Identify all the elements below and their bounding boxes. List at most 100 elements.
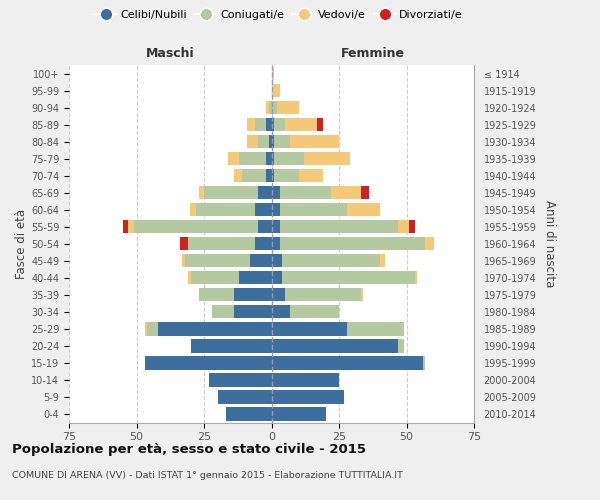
Bar	[271, 322, 347, 336]
Bar	[196, 203, 256, 216]
Bar	[188, 271, 191, 284]
Bar	[271, 305, 290, 318]
Text: Femmine: Femmine	[341, 47, 405, 60]
Bar	[425, 237, 433, 250]
Bar	[258, 186, 271, 200]
Bar	[361, 186, 369, 200]
Bar	[361, 288, 364, 302]
Bar	[285, 118, 317, 131]
Bar	[271, 390, 344, 404]
Bar	[271, 408, 325, 420]
Bar	[274, 135, 290, 148]
Bar	[283, 271, 415, 284]
Bar	[271, 118, 274, 131]
Bar	[271, 135, 274, 148]
Bar	[239, 152, 266, 166]
Legend: Celibi/Nubili, Coniugati/e, Vedovi/e, Divorziati/e: Celibi/Nubili, Coniugati/e, Vedovi/e, Di…	[91, 6, 467, 25]
Bar	[280, 237, 425, 250]
Bar	[190, 203, 196, 216]
Bar	[271, 254, 283, 268]
Bar	[123, 220, 128, 234]
Bar	[128, 220, 134, 234]
Bar	[274, 118, 285, 131]
Bar	[271, 186, 280, 200]
Bar	[398, 340, 404, 352]
Bar	[274, 152, 304, 166]
Bar	[415, 271, 418, 284]
Bar	[199, 186, 204, 200]
Bar	[409, 220, 415, 234]
Bar	[258, 135, 269, 148]
Bar	[204, 186, 258, 200]
Bar	[280, 220, 398, 234]
Bar	[228, 152, 239, 166]
Bar	[271, 101, 277, 114]
Bar	[247, 118, 256, 131]
Y-axis label: Anni di nascita: Anni di nascita	[543, 200, 556, 288]
Bar	[234, 169, 242, 182]
Bar	[271, 152, 274, 166]
Bar	[191, 271, 239, 284]
Bar	[247, 135, 258, 148]
Bar	[234, 288, 271, 302]
Bar	[182, 254, 185, 268]
Bar	[145, 322, 148, 336]
Bar	[239, 271, 271, 284]
Bar	[380, 254, 385, 268]
Bar	[234, 305, 271, 318]
Bar	[331, 186, 361, 200]
Bar	[277, 101, 299, 114]
Bar	[271, 356, 423, 370]
Bar	[256, 118, 266, 131]
Bar	[271, 220, 280, 234]
Bar	[271, 67, 274, 80]
Bar	[271, 374, 339, 386]
Bar	[269, 135, 271, 148]
Bar	[271, 169, 274, 182]
Bar	[398, 220, 409, 234]
Bar	[269, 101, 271, 114]
Bar	[185, 254, 250, 268]
Bar	[347, 203, 380, 216]
Bar	[304, 152, 350, 166]
Text: Popolazione per età, sesso e stato civile - 2015: Popolazione per età, sesso e stato civil…	[12, 442, 366, 456]
Bar	[317, 118, 323, 131]
Bar	[423, 356, 425, 370]
Bar	[266, 152, 271, 166]
Text: Maschi: Maschi	[146, 47, 194, 60]
Bar	[212, 305, 234, 318]
Bar	[145, 356, 271, 370]
Bar	[256, 203, 271, 216]
Bar	[226, 408, 271, 420]
Bar	[180, 237, 188, 250]
Bar	[274, 169, 299, 182]
Bar	[266, 169, 271, 182]
Bar	[290, 305, 339, 318]
Y-axis label: Fasce di età: Fasce di età	[15, 208, 28, 279]
Bar	[271, 271, 283, 284]
Bar	[266, 101, 269, 114]
Bar	[266, 118, 271, 131]
Bar	[290, 135, 339, 148]
Bar	[271, 340, 398, 352]
Bar	[256, 237, 271, 250]
Bar	[199, 288, 234, 302]
Bar	[347, 322, 404, 336]
Bar	[271, 288, 285, 302]
Bar	[242, 169, 266, 182]
Bar	[148, 322, 158, 336]
Bar	[299, 169, 323, 182]
Bar	[258, 220, 271, 234]
Bar	[271, 84, 280, 97]
Bar	[209, 374, 271, 386]
Bar	[280, 203, 347, 216]
Bar	[250, 254, 271, 268]
Bar	[218, 390, 271, 404]
Bar	[134, 220, 258, 234]
Bar	[191, 340, 271, 352]
Bar	[271, 203, 280, 216]
Bar	[283, 254, 380, 268]
Bar	[188, 237, 256, 250]
Bar	[280, 186, 331, 200]
Text: COMUNE DI ARENA (VV) - Dati ISTAT 1° gennaio 2015 - Elaborazione TUTTITALIA.IT: COMUNE DI ARENA (VV) - Dati ISTAT 1° gen…	[12, 471, 403, 480]
